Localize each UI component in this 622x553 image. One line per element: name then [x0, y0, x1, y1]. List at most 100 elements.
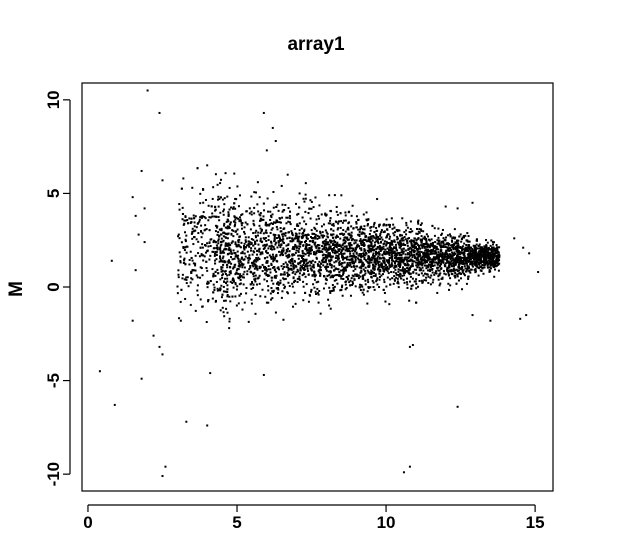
data-point	[396, 241, 399, 244]
data-point	[212, 247, 215, 250]
data-point	[281, 210, 284, 213]
data-point	[481, 260, 484, 263]
data-point	[421, 259, 424, 262]
data-point	[274, 276, 277, 279]
data-point	[371, 271, 374, 274]
data-point	[190, 232, 193, 235]
data-point	[467, 256, 470, 259]
data-point	[406, 262, 409, 265]
data-point	[223, 203, 226, 206]
data-point	[336, 228, 339, 231]
data-point	[245, 210, 248, 213]
data-point	[258, 265, 261, 268]
data-point	[223, 261, 226, 264]
data-point	[324, 259, 327, 262]
data-point	[425, 241, 428, 244]
data-point	[385, 259, 388, 262]
data-point	[273, 257, 276, 260]
data-point	[467, 275, 470, 278]
data-point	[436, 263, 439, 266]
data-point	[371, 256, 374, 259]
data-point	[302, 255, 305, 258]
data-point	[489, 248, 492, 251]
data-point	[456, 275, 459, 278]
data-point	[212, 291, 215, 294]
data-point	[291, 257, 294, 260]
data-point	[341, 254, 344, 257]
data-point	[354, 285, 357, 288]
data-point	[262, 373, 265, 376]
data-point	[219, 228, 222, 231]
data-point	[372, 263, 375, 266]
data-point	[443, 239, 446, 242]
data-point	[485, 239, 488, 242]
data-point	[292, 253, 295, 256]
data-point	[528, 252, 531, 255]
data-point	[223, 222, 226, 225]
data-point	[415, 227, 418, 230]
data-point	[393, 279, 396, 282]
data-point	[228, 320, 231, 323]
data-point	[440, 233, 443, 236]
data-point	[188, 217, 191, 220]
data-point	[475, 265, 478, 268]
data-point	[196, 289, 199, 292]
data-point	[480, 269, 483, 272]
data-point	[388, 246, 391, 249]
data-point	[351, 262, 354, 265]
data-point	[483, 255, 486, 258]
data-point	[340, 288, 343, 291]
data-point	[452, 243, 455, 246]
data-point	[436, 256, 439, 259]
data-point	[477, 262, 480, 265]
data-point	[424, 272, 427, 275]
data-point	[296, 223, 299, 226]
data-point	[304, 265, 307, 268]
data-point	[437, 251, 440, 254]
data-point	[385, 236, 388, 239]
data-point	[449, 261, 452, 264]
data-point	[368, 244, 371, 247]
data-point	[239, 273, 242, 276]
data-point	[294, 251, 297, 254]
data-point	[221, 293, 224, 296]
data-point	[209, 254, 212, 257]
data-point	[318, 236, 321, 239]
data-point	[359, 271, 362, 274]
data-point	[392, 271, 395, 274]
data-point	[258, 250, 261, 253]
data-point	[480, 251, 483, 254]
data-point	[418, 231, 421, 234]
data-point	[324, 242, 327, 245]
data-point	[223, 280, 226, 283]
data-point	[457, 251, 460, 254]
data-point	[420, 279, 423, 282]
data-point	[325, 267, 328, 270]
data-point	[244, 239, 247, 242]
data-point	[470, 262, 473, 265]
data-point	[395, 260, 398, 263]
data-point	[361, 232, 364, 235]
data-point	[442, 241, 445, 244]
data-point	[238, 283, 241, 286]
data-point	[388, 223, 391, 226]
data-point	[354, 273, 357, 276]
data-point	[461, 245, 464, 248]
data-point	[219, 288, 222, 291]
data-point	[378, 248, 381, 251]
data-point	[244, 221, 247, 224]
data-point	[237, 260, 240, 263]
data-point	[297, 240, 300, 243]
data-point	[282, 283, 285, 286]
data-point	[433, 234, 436, 237]
data-point	[387, 267, 390, 270]
data-point	[303, 252, 306, 255]
data-point	[472, 257, 475, 260]
data-point	[419, 239, 422, 242]
data-point	[456, 257, 459, 260]
data-point	[496, 247, 499, 250]
data-point	[213, 252, 216, 255]
data-point	[474, 252, 477, 255]
data-point	[443, 258, 446, 261]
data-point	[337, 222, 340, 225]
